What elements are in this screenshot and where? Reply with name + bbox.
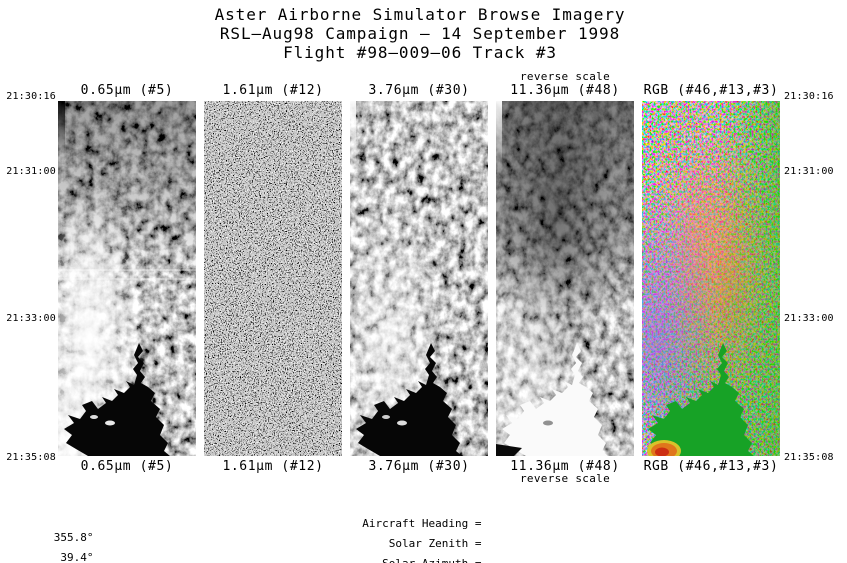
lake-island (105, 420, 115, 426)
scanline-artifact (58, 278, 196, 280)
salt-pepper-noise (204, 101, 342, 456)
panel-image-band30 (350, 101, 488, 456)
timestamp-right-end: 21:35:08 (784, 452, 834, 463)
timestamp-right-2133: 21:33:00 (784, 313, 834, 324)
dark-corner-patch (496, 444, 522, 456)
panel-band5-title-bottom: 0.65µm (#5) (80, 459, 174, 474)
solar-azimuth-label: Solar Azimuth = (27, 557, 481, 563)
scan-edge-artifact (350, 101, 356, 171)
lake-island (543, 420, 553, 426)
timestamp-right-start: 21:30:16 (784, 91, 834, 102)
title-line-2: RSL–Aug98 Campaign – 14 September 1998 (219, 24, 621, 43)
panel-band30-title-top: 3.76µm (#30) (368, 83, 470, 98)
panel-band48-title-bottom: 11.36µm (#48) (510, 459, 620, 474)
panel-band5-title-top: 0.65µm (#5) (80, 83, 174, 98)
scan-edge-artifact (496, 101, 502, 171)
footer-row-zenith: Solar Zenith = 39.4° (0, 523, 847, 563)
timestamp-left-2131: 21:31:00 (6, 166, 56, 177)
footer-row-heading: Aircraft Heading = 355.8° (0, 503, 847, 559)
lake-island (90, 415, 98, 419)
lake-island (397, 420, 407, 426)
panel-image-band48 (496, 101, 634, 456)
timestamp-left-end: 21:35:08 (6, 452, 56, 463)
footer-row-azimuth: Solar Azimuth = 217.3° (0, 543, 847, 563)
lake-island (382, 415, 390, 419)
panel-band12-title-top: 1.61µm (#12) (222, 83, 324, 98)
panel-band48-bottom-note: reverse scale (520, 472, 610, 485)
aircraft-heading-value: 355.8° (53, 531, 94, 544)
panel-rgb-title-bottom: RGB (#46,#13,#3) (643, 459, 779, 474)
hotspot-core (655, 447, 669, 456)
panel-rgb-title-top: RGB (#46,#13,#3) (643, 83, 779, 98)
timestamp-right-2131: 21:31:00 (784, 166, 834, 177)
solar-zenith-label: Solar Zenith = (388, 537, 482, 550)
title-line-3: Flight #98–009–06 Track #3 (283, 43, 557, 62)
panel-image-band12 (204, 101, 342, 456)
timestamp-left-start: 21:30:16 (6, 91, 56, 102)
title-line-1: Aster Airborne Simulator Browse Imagery (214, 5, 626, 24)
panel-band30-title-bottom: 3.76µm (#30) (368, 459, 470, 474)
panel-band12-title-bottom: 1.61µm (#12) (222, 459, 324, 474)
panel-band48-title-top: 11.36µm (#48) (510, 83, 620, 98)
solar-zenith-value: 39.4° (60, 551, 94, 563)
panel-image-band5 (58, 101, 196, 456)
timestamp-left-2133: 21:33:00 (6, 313, 56, 324)
panel-band48-top-note: reverse scale (520, 70, 610, 83)
scan-edge-artifact (58, 101, 65, 156)
aircraft-heading-label: Aircraft Heading = (362, 517, 482, 530)
panel-image-rgb (642, 101, 780, 456)
scanline-artifact (58, 269, 196, 271)
